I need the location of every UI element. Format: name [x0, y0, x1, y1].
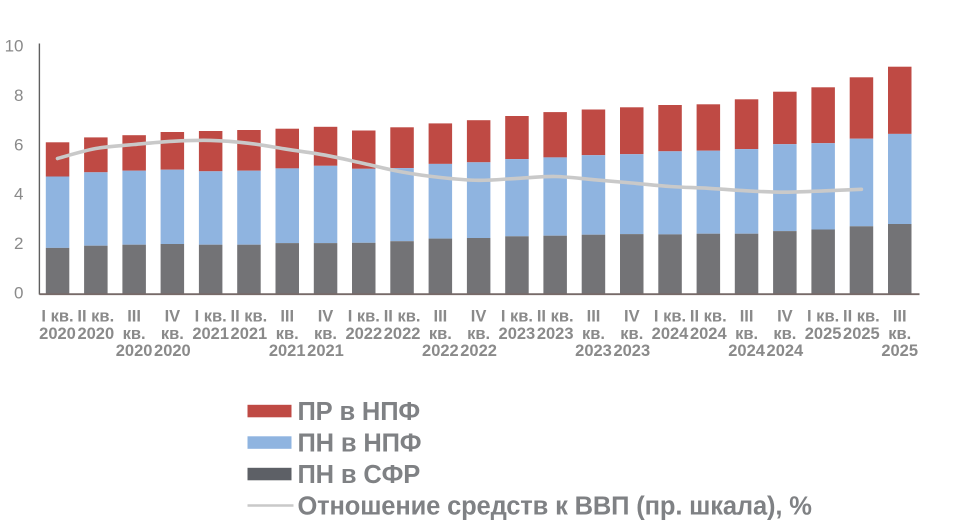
svg-text:2020: 2020: [154, 342, 191, 360]
svg-text:II кв.: II кв.: [384, 308, 421, 326]
svg-text:кв.: кв.: [582, 325, 605, 343]
svg-text:I кв.: I кв.: [807, 308, 839, 326]
svg-text:2025: 2025: [805, 325, 842, 343]
svg-text:ПН в НПФ: ПН в НПФ: [298, 430, 422, 458]
svg-text:II кв.: II кв.: [690, 308, 727, 326]
svg-text:Отношение средств к ВВП (пр. ш: Отношение средств к ВВП (пр. шкала), %: [298, 493, 812, 520]
svg-text:IV: IV: [777, 308, 793, 326]
svg-text:I кв.: I кв.: [654, 308, 686, 326]
svg-text:IV: IV: [471, 308, 487, 326]
svg-text:2021: 2021: [192, 325, 229, 343]
svg-text:II кв.: II кв.: [231, 308, 268, 326]
svg-text:2025: 2025: [843, 325, 880, 343]
svg-text:кв.: кв.: [735, 325, 758, 343]
svg-text:2020: 2020: [77, 325, 114, 343]
svg-text:6: 6: [14, 135, 23, 154]
svg-text:ПН в СФР: ПН в СФР: [298, 461, 421, 489]
svg-text:кв.: кв.: [773, 325, 796, 343]
svg-text:кв.: кв.: [314, 325, 337, 343]
svg-text:4: 4: [14, 185, 23, 204]
svg-text:2022: 2022: [384, 325, 421, 343]
svg-text:2024: 2024: [690, 325, 728, 343]
svg-text:2023: 2023: [499, 325, 536, 343]
svg-text:2020: 2020: [116, 342, 153, 360]
svg-text:кв.: кв.: [620, 325, 643, 343]
svg-text:кв.: кв.: [888, 325, 911, 343]
svg-text:2022: 2022: [422, 342, 459, 360]
svg-text:кв.: кв.: [276, 325, 299, 343]
svg-text:кв.: кв.: [161, 325, 184, 343]
svg-text:0: 0: [14, 284, 23, 303]
svg-text:I кв.: I кв.: [501, 308, 533, 326]
svg-text:кв.: кв.: [467, 325, 490, 343]
svg-text:2023: 2023: [613, 342, 650, 360]
svg-text:2025: 2025: [881, 342, 918, 360]
svg-text:III: III: [893, 308, 907, 326]
svg-text:8: 8: [14, 86, 23, 105]
svg-text:2021: 2021: [307, 342, 344, 360]
svg-text:2023: 2023: [537, 325, 574, 343]
svg-text:I кв.: I кв.: [41, 308, 73, 326]
svg-text:II кв.: II кв.: [537, 308, 574, 326]
svg-text:кв.: кв.: [429, 325, 452, 343]
svg-text:2023: 2023: [575, 342, 612, 360]
svg-text:кв.: кв.: [123, 325, 146, 343]
svg-text:2021: 2021: [231, 325, 268, 343]
svg-text:2022: 2022: [345, 325, 382, 343]
svg-text:III: III: [280, 308, 294, 326]
svg-text:II кв.: II кв.: [843, 308, 880, 326]
svg-text:2020: 2020: [39, 325, 76, 343]
svg-text:2024: 2024: [767, 342, 805, 360]
svg-text:10: 10: [5, 36, 24, 55]
svg-text:III: III: [740, 308, 754, 326]
svg-text:2022: 2022: [460, 342, 497, 360]
svg-text:II кв.: II кв.: [77, 308, 114, 326]
svg-text:I кв.: I кв.: [348, 308, 380, 326]
svg-text:2024: 2024: [728, 342, 766, 360]
svg-text:I кв.: I кв.: [195, 308, 227, 326]
svg-text:IV: IV: [624, 308, 640, 326]
svg-text:2021: 2021: [269, 342, 306, 360]
svg-text:IV: IV: [318, 308, 334, 326]
svg-text:ПР в НПФ: ПР в НПФ: [298, 398, 421, 426]
svg-text:III: III: [434, 308, 448, 326]
svg-text:III: III: [127, 308, 141, 326]
svg-text:2024: 2024: [652, 325, 690, 343]
svg-text:2: 2: [14, 234, 23, 253]
svg-text:IV: IV: [165, 308, 181, 326]
svg-text:III: III: [587, 308, 601, 326]
